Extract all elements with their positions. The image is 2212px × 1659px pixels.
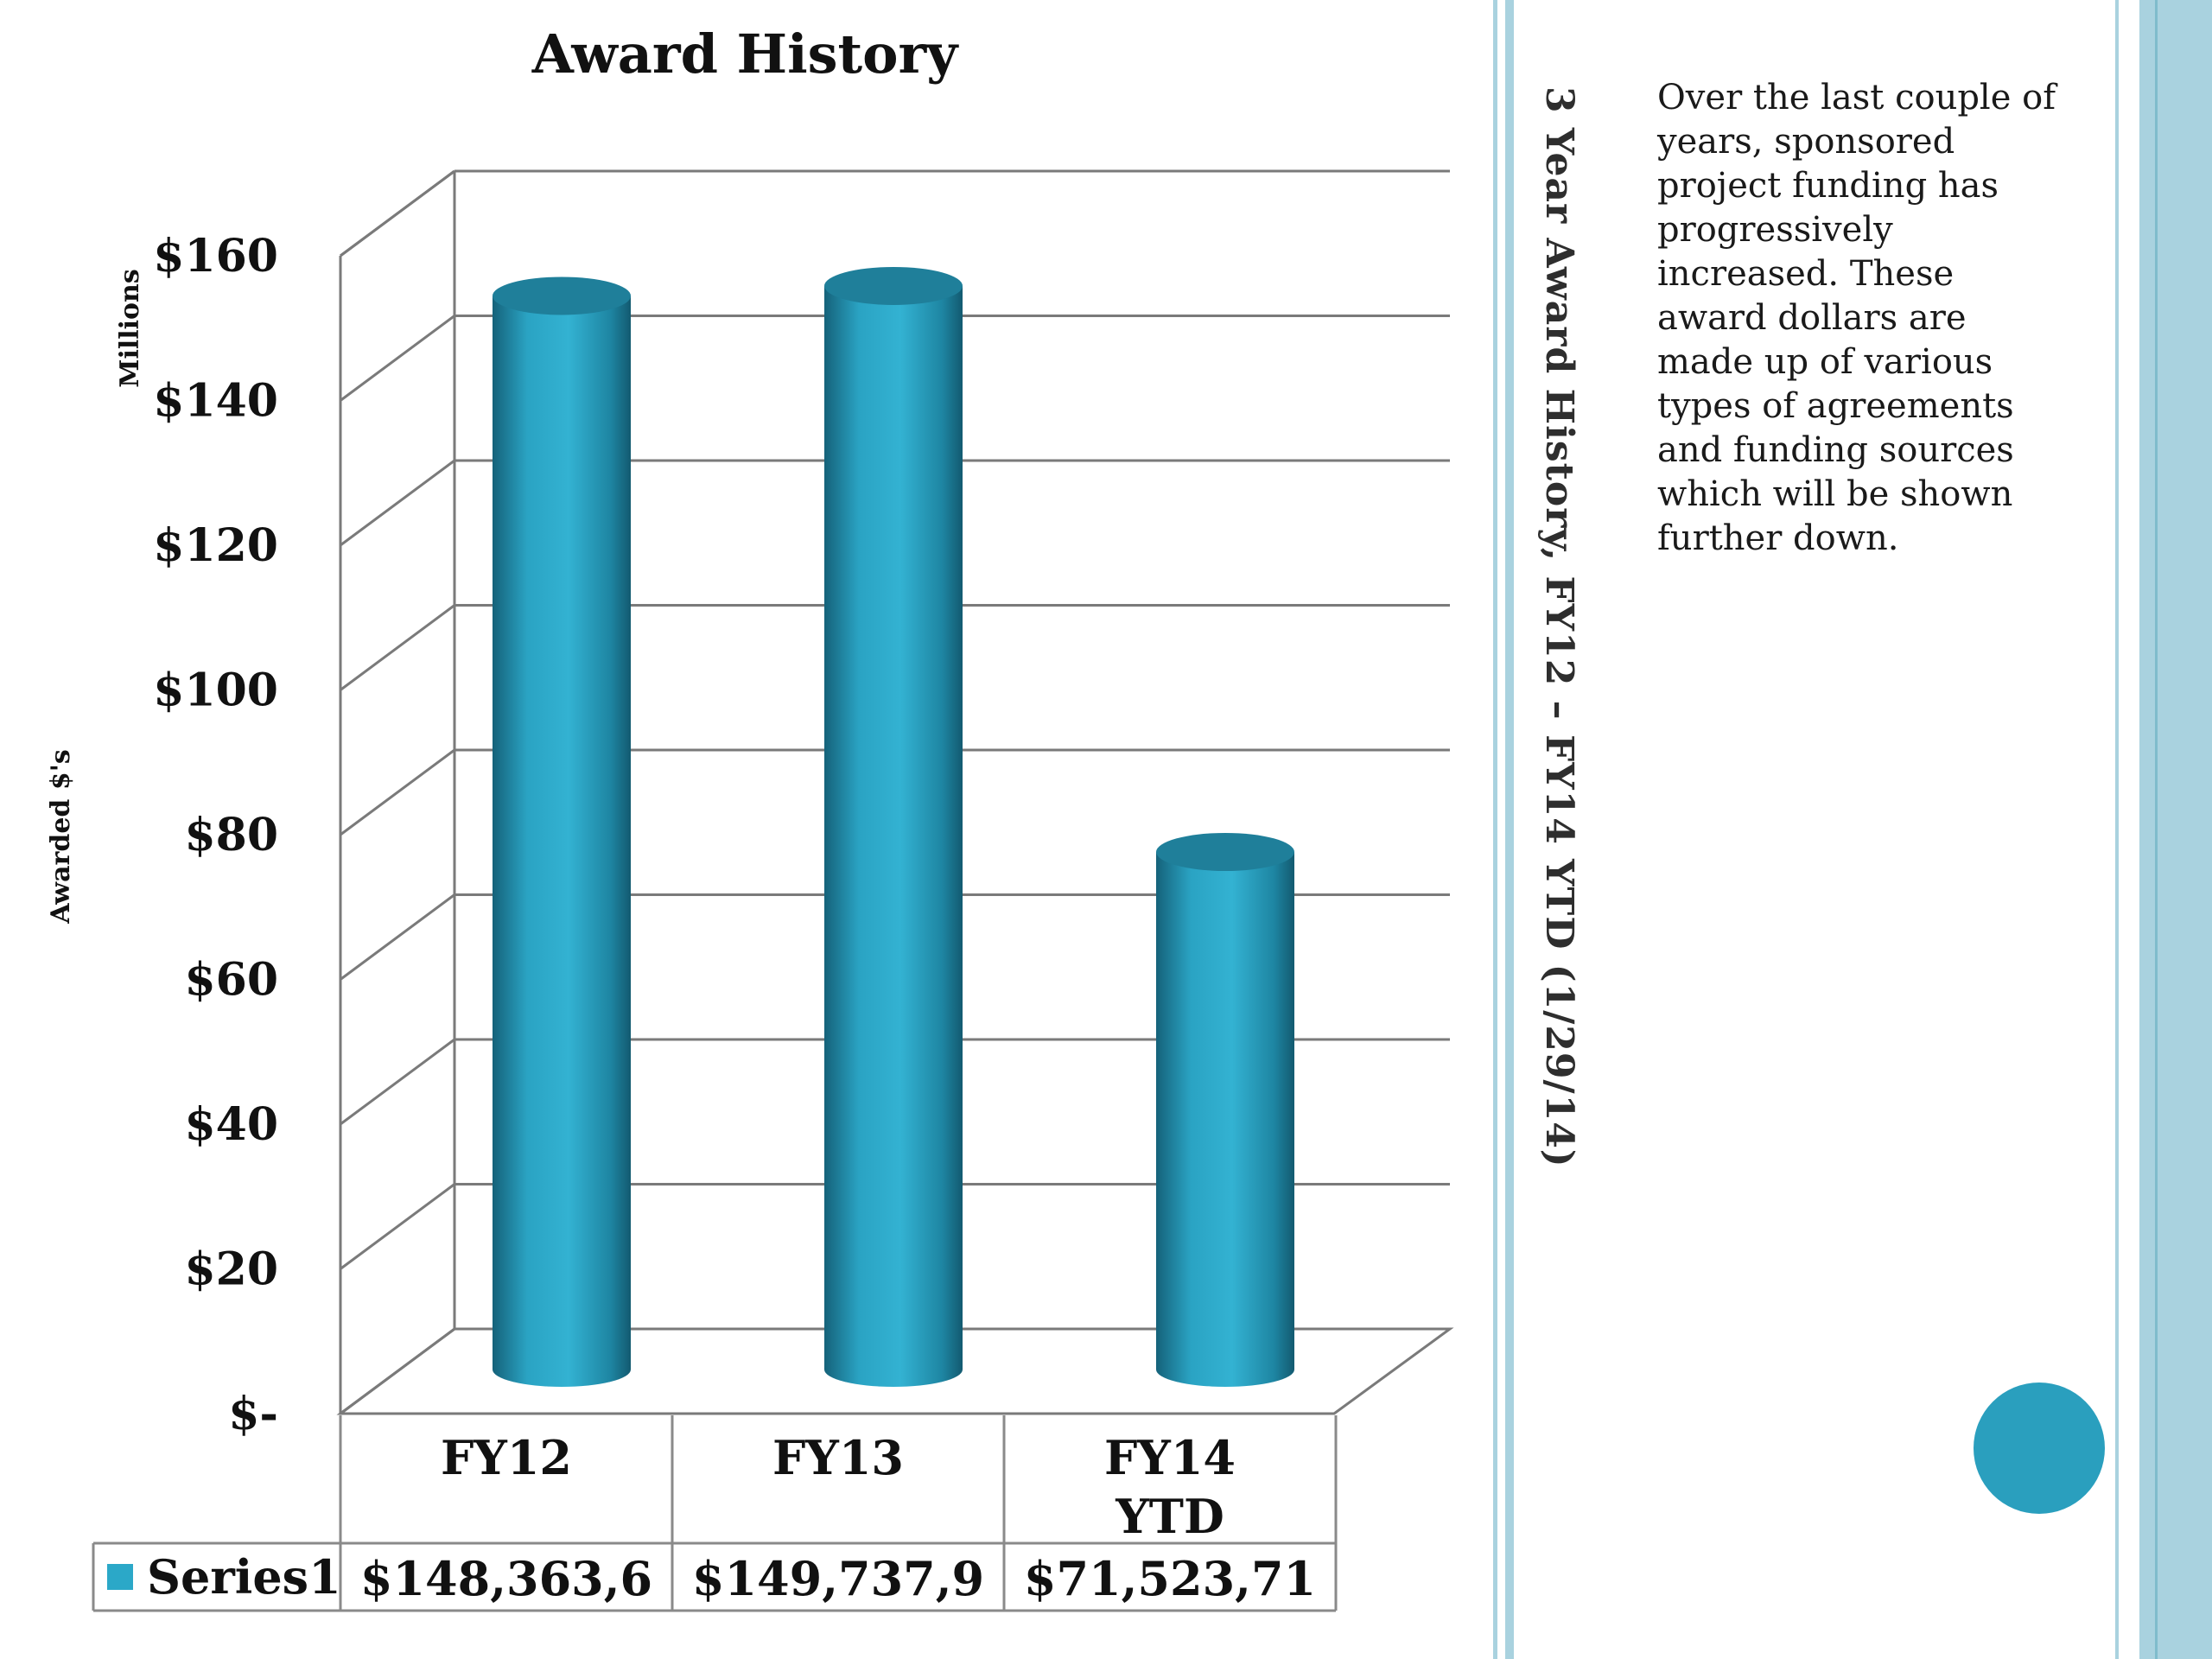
y-tick-label: $20 <box>184 1243 278 1296</box>
gridline-side <box>340 1038 455 1126</box>
y-tick-label: $100 <box>153 664 278 717</box>
y-tick-label: $40 <box>184 1098 278 1151</box>
x-category-label: YTD <box>1115 1489 1224 1544</box>
x-category-label: FY13 <box>772 1430 904 1485</box>
gridline-side <box>340 315 455 402</box>
top-edge <box>340 169 455 257</box>
y-axis-unit-label: Millions <box>115 269 145 388</box>
right-panel <box>1493 0 2212 1659</box>
gridline-side <box>340 748 455 836</box>
award-history-chart: Award History Millions Awarded $'s $- $20… <box>46 22 1454 1612</box>
data-table-value: $148,363,6 <box>360 1551 652 1606</box>
bar-top <box>824 266 963 305</box>
bars <box>493 266 1294 1388</box>
bar-fy13 <box>824 266 963 1388</box>
slide-description: Over the last couple of years, sponsored… <box>1657 78 2056 558</box>
data-table-value: $71,523,71 <box>1024 1551 1316 1606</box>
gridline-side <box>340 893 455 981</box>
y-tick-label: $80 <box>184 809 278 861</box>
bar-top <box>493 276 631 315</box>
bar-body <box>1156 851 1294 1387</box>
legend-series-name: Series1 <box>147 1549 341 1605</box>
y-tick-label: $140 <box>153 375 278 428</box>
chart-title: Award History <box>531 22 959 86</box>
slide-side-title-text: 3 Year Award History, FY12 – FY14 YTD (1… <box>1537 86 1581 1168</box>
y-tick-label: $120 <box>153 519 278 572</box>
legend-key <box>107 1564 133 1590</box>
y-axis-title: Awarded $'s <box>46 749 76 925</box>
y-tick-label: $60 <box>184 954 278 1007</box>
bar-fy14-ytd <box>1156 832 1294 1387</box>
bar-fy12 <box>493 276 631 1388</box>
floor <box>336 1327 1454 1415</box>
bar-body <box>493 296 631 1388</box>
y-axis-ticks: $- $20 $40 $60 $80 $100 $120 $140 $160 <box>153 230 278 1440</box>
data-table-value: $149,737,9 <box>692 1551 984 1606</box>
decorative-circle <box>1974 1382 2105 1514</box>
gridline-side <box>340 459 455 547</box>
gridline-side <box>340 1183 455 1270</box>
x-category-label: FY12 <box>441 1430 572 1485</box>
gridline-side <box>340 604 455 691</box>
slide-side-title: 3 Year Award History, FY12 – FY14 YTD (1… <box>1512 86 1581 1210</box>
bar-body <box>824 285 963 1388</box>
y-tick-label: $- <box>228 1388 278 1440</box>
y-tick-label: $160 <box>153 230 278 283</box>
bar-top <box>1156 832 1294 871</box>
x-category-label: FY14 <box>1104 1430 1236 1485</box>
